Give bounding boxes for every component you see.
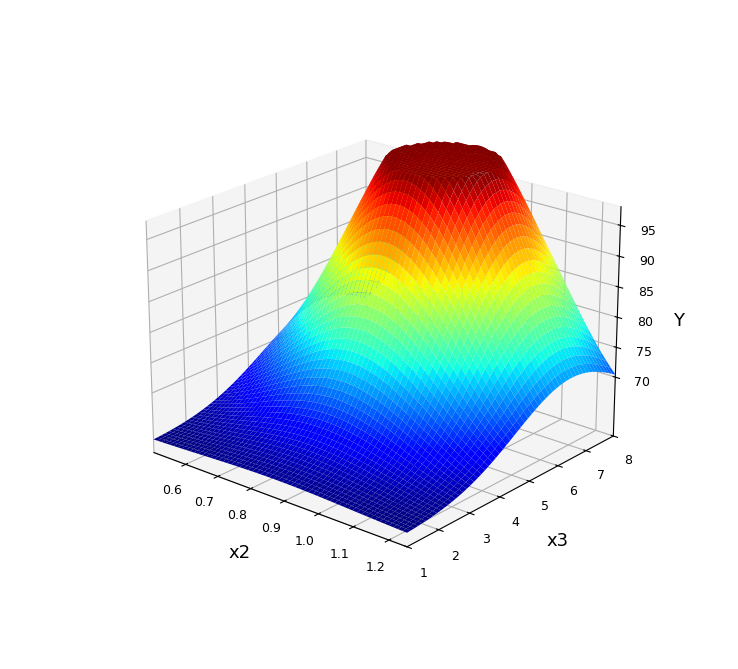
Y-axis label: x3: x3 [546,532,568,550]
X-axis label: x2: x2 [229,545,251,563]
